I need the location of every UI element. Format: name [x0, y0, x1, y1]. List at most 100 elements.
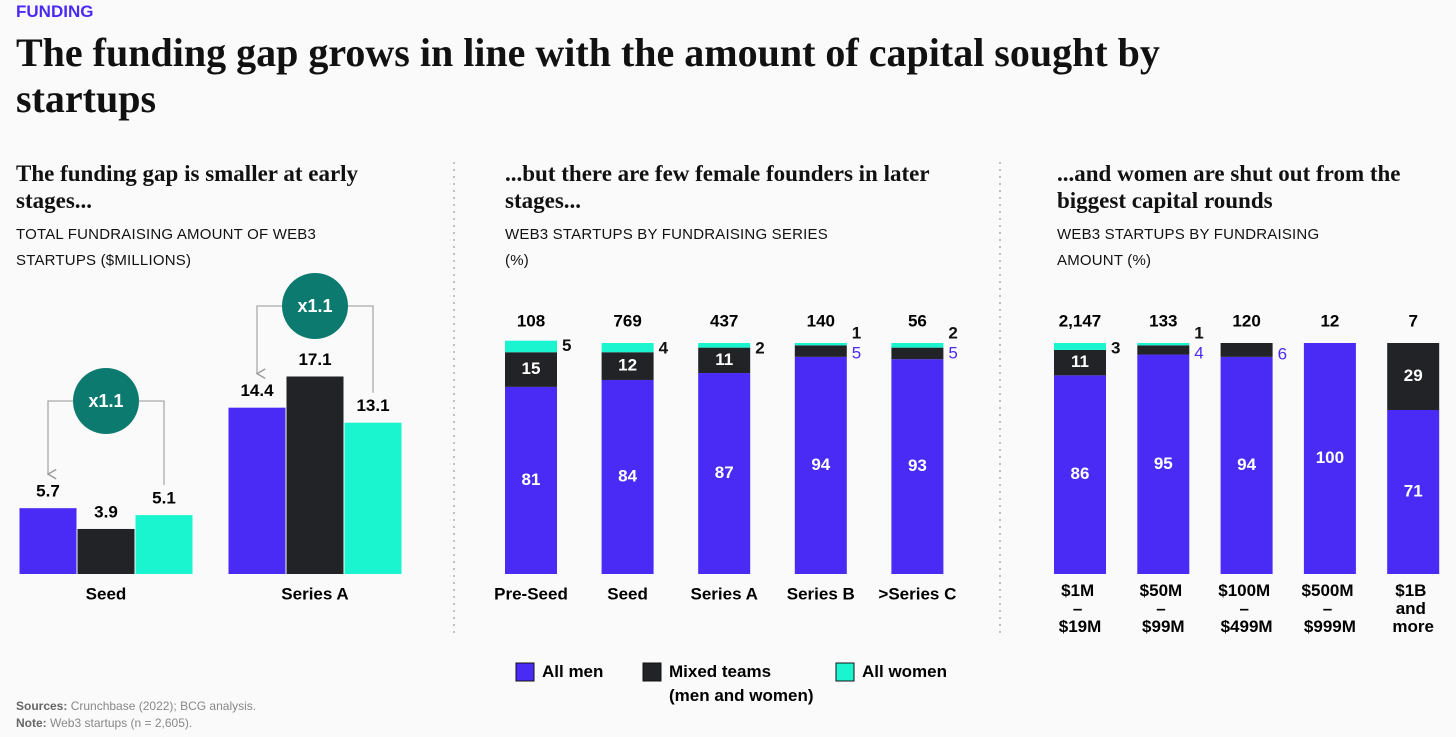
total-label: 133: [1149, 311, 1177, 330]
text-line: –: [1323, 599, 1337, 618]
value-label: 81: [522, 470, 541, 489]
panel-subtitle: WEB3 STARTUPS BY FUNDRAISING AMOUNT (%): [1057, 226, 1320, 269]
total-label: 140: [807, 311, 835, 330]
text-line: $1B: [1395, 581, 1431, 600]
annotation: x1.1: [297, 296, 332, 316]
text-line: $19M: [1059, 617, 1102, 636]
total-label: 56: [908, 311, 927, 330]
total-label: 108: [517, 311, 545, 330]
value-label: 100: [1316, 448, 1344, 467]
bar-segment: [698, 343, 751, 348]
value-label: 94: [811, 455, 830, 474]
bar-segment: [1137, 354, 1190, 574]
bar-segment: [505, 352, 557, 387]
text-line: –: [1240, 599, 1254, 618]
sources-label: Sources:: [16, 699, 68, 713]
legend-swatch: [642, 662, 662, 682]
value-label: 1: [1194, 323, 1203, 342]
annotation: x1.1: [88, 391, 123, 411]
value-label: 4: [659, 338, 669, 357]
value-label: 3: [1111, 338, 1120, 357]
text-line: more: [1392, 617, 1434, 636]
value-label: 14.4: [240, 381, 274, 400]
total-label: 7: [1408, 311, 1417, 330]
value-label: 93: [908, 456, 927, 475]
bar: [228, 407, 286, 574]
text-line: (men and women): [669, 686, 814, 705]
total-label: 120: [1232, 311, 1260, 330]
panel-subtitle: WEB3 STARTUPS BY FUNDRAISING SERIES (%): [505, 226, 828, 269]
legend-swatch: [515, 662, 535, 682]
sources: Sources: Crunchbase (2022); BCG analysis…: [16, 699, 256, 713]
x-tick-label: Seed: [607, 584, 648, 603]
value-label: 3.9: [94, 502, 118, 521]
bar-segment: [1387, 343, 1440, 410]
bar-segment: [891, 347, 944, 360]
bar: [19, 508, 77, 574]
value-label: 6: [1278, 344, 1287, 363]
total-label: 2,147: [1059, 311, 1102, 330]
value-label: 2: [948, 323, 957, 342]
x-tick-label: Series A: [281, 584, 348, 603]
bar-segment: [794, 356, 847, 574]
panel-title: ...and women are shut out from the bigge…: [1057, 161, 1401, 213]
bar-segment: [1303, 343, 1356, 574]
bar-segment: [1387, 409, 1440, 574]
text-line: –: [1073, 599, 1087, 618]
bar-segment: [601, 343, 654, 353]
legend-label: All women: [862, 662, 947, 681]
bar-segment: [601, 352, 654, 380]
sources-text: Crunchbase (2022); BCG analysis.: [70, 699, 257, 713]
legend-label: Mixed teams (men and women): [669, 662, 814, 705]
value-label: 1: [852, 323, 861, 342]
note-text: Web3 startups (n = 2,605).: [50, 716, 193, 730]
value-label: 87: [715, 463, 734, 482]
total-label: 769: [613, 311, 641, 330]
legend-swatch: [835, 662, 855, 682]
badge: [282, 273, 348, 339]
total-label: 437: [710, 311, 738, 330]
bar-segment: [601, 379, 654, 574]
bar-segment: [794, 343, 847, 346]
text-line: –: [1156, 599, 1170, 618]
value-label: 5.7: [36, 482, 60, 501]
legend-label: All men: [542, 662, 603, 681]
x-tick-label: Seed: [86, 584, 127, 603]
value-label: 12: [618, 356, 637, 375]
text-line: $1M: [1061, 581, 1099, 600]
value-label: 5: [562, 336, 571, 355]
bar: [135, 515, 193, 574]
bar-segment: [698, 373, 751, 574]
kicker: FUNDING: [16, 2, 94, 21]
x-tick-label: $100M – $499M: [1218, 581, 1275, 636]
page-title: The funding gap grows in line with the a…: [16, 30, 1160, 121]
bar-segment: [698, 347, 751, 374]
bar: [77, 528, 135, 574]
x-tick-label: >Series C: [878, 584, 956, 603]
value-label: 4: [1194, 343, 1203, 362]
text-line: $50M: [1140, 581, 1187, 600]
value-label: 5.1: [152, 489, 176, 508]
text-line: $100M: [1218, 581, 1275, 600]
value-label: 11: [1071, 352, 1089, 371]
value-label: 29: [1404, 366, 1423, 385]
text-line: $499M: [1221, 617, 1273, 636]
value-label: 11: [715, 350, 733, 369]
x-tick-label: $500M – $999M: [1302, 581, 1359, 636]
value-label: 95: [1154, 454, 1173, 473]
value-label: 5: [948, 343, 957, 362]
value-label: 13.1: [356, 396, 389, 415]
text-line: $999M: [1304, 617, 1356, 636]
x-tick-label: Series A: [690, 584, 757, 603]
panel-subtitle: TOTAL FUNDRAISING AMOUNT OF WEB3 STARTUP…: [16, 226, 317, 269]
value-label: 2: [755, 338, 764, 357]
text-line: and: [1396, 599, 1431, 618]
bar: [286, 376, 344, 574]
value-label: 84: [618, 466, 637, 485]
bar-segment: [1137, 345, 1190, 355]
bar-segment: [891, 343, 944, 348]
x-tick-label: $1M – $19M: [1059, 581, 1102, 636]
total-label: 12: [1320, 311, 1339, 330]
